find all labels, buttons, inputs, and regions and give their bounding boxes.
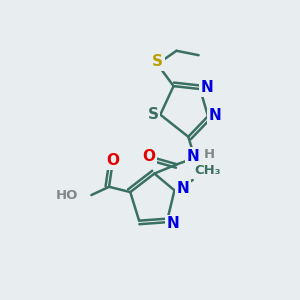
Text: CH₃: CH₃ — [194, 164, 221, 176]
Text: N: N — [167, 216, 179, 231]
Text: H: H — [204, 148, 215, 161]
Text: O: O — [142, 149, 155, 164]
Text: N: N — [209, 108, 222, 123]
Text: HO: HO — [56, 189, 78, 202]
Text: S: S — [152, 54, 163, 69]
Text: N: N — [201, 80, 214, 95]
Text: N: N — [176, 182, 189, 196]
Text: S: S — [147, 106, 158, 122]
Text: O: O — [106, 153, 119, 168]
Text: N: N — [187, 149, 200, 164]
